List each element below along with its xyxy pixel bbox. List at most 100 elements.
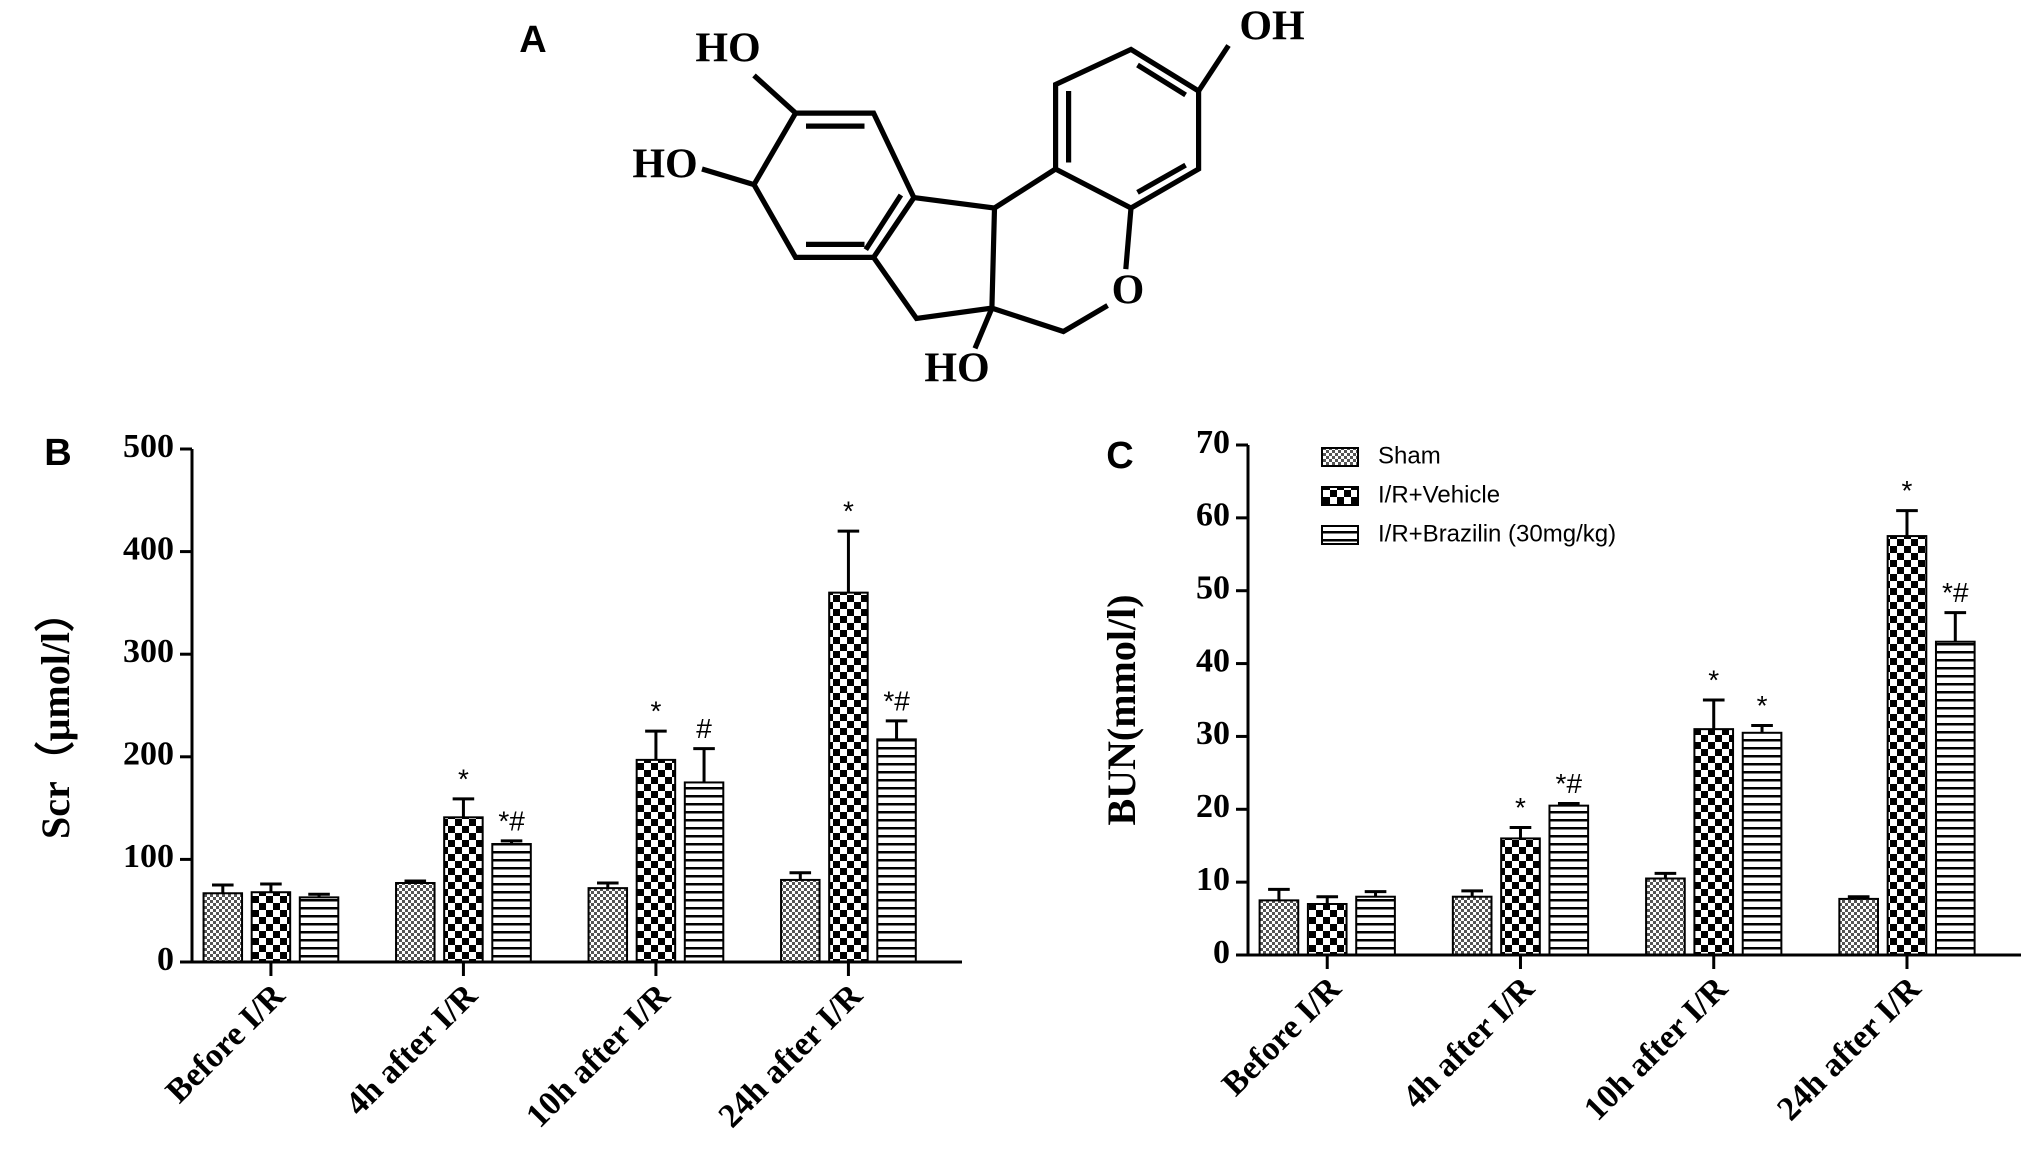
y-tick-label: 50 bbox=[1196, 570, 1230, 607]
legend-swatch bbox=[1321, 486, 1359, 506]
bar bbox=[250, 891, 292, 963]
error-bar bbox=[308, 892, 330, 898]
error-bar bbox=[1944, 611, 1967, 642]
error-bar bbox=[260, 882, 282, 893]
bond bbox=[701, 166, 755, 188]
significance-label: *# bbox=[498, 805, 525, 836]
error-bar bbox=[1896, 509, 1918, 537]
y-tick-label: 40 bbox=[1196, 642, 1230, 679]
structure bbox=[701, 44, 1231, 350]
atom-label: OH bbox=[1239, 4, 1304, 50]
atom-label: HO bbox=[924, 346, 989, 392]
bond-ring bbox=[750, 110, 917, 260]
bar bbox=[298, 896, 340, 963]
significance-label: # bbox=[696, 713, 712, 744]
bar bbox=[1451, 895, 1493, 957]
significance-label: *# bbox=[883, 685, 910, 716]
bond bbox=[1123, 207, 1134, 270]
error-bar bbox=[1316, 895, 1339, 904]
significance-label: * bbox=[843, 495, 854, 526]
error-bar bbox=[885, 719, 908, 740]
bar bbox=[1741, 731, 1783, 956]
error-bar bbox=[212, 883, 234, 894]
double-bond bbox=[863, 193, 904, 252]
error-bar bbox=[1557, 801, 1580, 806]
bar bbox=[683, 781, 725, 964]
significance-label: *# bbox=[1942, 577, 1969, 608]
significance-label: * bbox=[1708, 664, 1719, 695]
bar bbox=[1934, 640, 1976, 956]
x-tick-label: 24h after I/R bbox=[1770, 970, 1928, 1128]
x-tick-label: 24h after I/R bbox=[712, 977, 870, 1135]
error-bar bbox=[1461, 889, 1483, 897]
bar bbox=[491, 843, 532, 964]
significance-label: * bbox=[1902, 475, 1913, 506]
panel-label: C bbox=[1106, 435, 1133, 477]
double-bond bbox=[1136, 162, 1187, 195]
y-tick-label: 60 bbox=[1196, 497, 1230, 534]
x-tick-label: 4h after I/R bbox=[1396, 970, 1542, 1116]
y-tick-label: 20 bbox=[1196, 788, 1230, 825]
legend-label: I/R+Vehicle bbox=[1378, 481, 1500, 508]
error-bar bbox=[1654, 871, 1677, 879]
error-bar bbox=[404, 879, 427, 883]
x-tick-label: 10h after I/R bbox=[519, 977, 677, 1135]
bar bbox=[1645, 877, 1686, 956]
y-tick-label: 10 bbox=[1196, 861, 1230, 898]
bond-ring bbox=[871, 195, 998, 322]
bar bbox=[1306, 903, 1348, 956]
x-tick-label: 4h after I/R bbox=[339, 977, 485, 1123]
bar bbox=[1355, 895, 1396, 957]
bar bbox=[635, 758, 677, 963]
bar bbox=[202, 892, 244, 963]
legend-swatch bbox=[1321, 447, 1359, 467]
error-bar bbox=[1702, 698, 1725, 730]
error-bar bbox=[452, 797, 475, 818]
bar bbox=[1548, 804, 1590, 957]
x-tick-label: Before I/R bbox=[1215, 970, 1349, 1104]
bar bbox=[1886, 535, 1928, 956]
bar bbox=[395, 881, 436, 963]
bond bbox=[972, 307, 995, 350]
double-bond bbox=[1136, 62, 1187, 98]
error-bar bbox=[500, 839, 523, 845]
legend-label: I/R+Brazilin (30mg/kg) bbox=[1378, 520, 1616, 547]
y-tick-label: 500 bbox=[123, 428, 174, 465]
y-tick-label: 0 bbox=[157, 941, 174, 978]
significance-label: * bbox=[650, 696, 661, 727]
atom-label: O bbox=[1112, 268, 1145, 314]
bar bbox=[587, 887, 629, 963]
legend-label: Sham bbox=[1378, 442, 1441, 469]
bar bbox=[828, 591, 869, 963]
error-bar bbox=[597, 881, 619, 889]
error-bar bbox=[1364, 890, 1387, 897]
error-bar bbox=[837, 529, 860, 593]
bar bbox=[876, 738, 917, 963]
bar bbox=[443, 816, 484, 963]
bond bbox=[1196, 44, 1231, 93]
bond bbox=[991, 303, 1109, 335]
error-bar bbox=[693, 747, 715, 783]
y-tick-label: 0 bbox=[1213, 934, 1230, 971]
atom-label: HO bbox=[695, 26, 760, 72]
bond-ring bbox=[1052, 46, 1202, 211]
y-tick-label: 200 bbox=[123, 736, 174, 773]
significance-label: * bbox=[1515, 792, 1526, 823]
y-tick-label: 300 bbox=[123, 633, 174, 670]
y-tick-label: 100 bbox=[123, 838, 174, 875]
legend-swatch bbox=[1321, 525, 1359, 545]
x-tick-label: 10h after I/R bbox=[1577, 970, 1735, 1128]
bar bbox=[1258, 899, 1300, 956]
bar bbox=[1500, 837, 1541, 957]
atom-label: HO bbox=[632, 142, 697, 188]
significance-label: * bbox=[1757, 690, 1768, 721]
y-tick-label: 400 bbox=[123, 530, 174, 567]
panel-label: B bbox=[44, 432, 71, 474]
bond bbox=[752, 73, 798, 116]
error-bar bbox=[1509, 826, 1532, 839]
y-axis-label: BUN(mmol/l) bbox=[1099, 594, 1144, 825]
x-tick-label: Before I/R bbox=[159, 977, 293, 1111]
bar bbox=[1693, 728, 1735, 957]
